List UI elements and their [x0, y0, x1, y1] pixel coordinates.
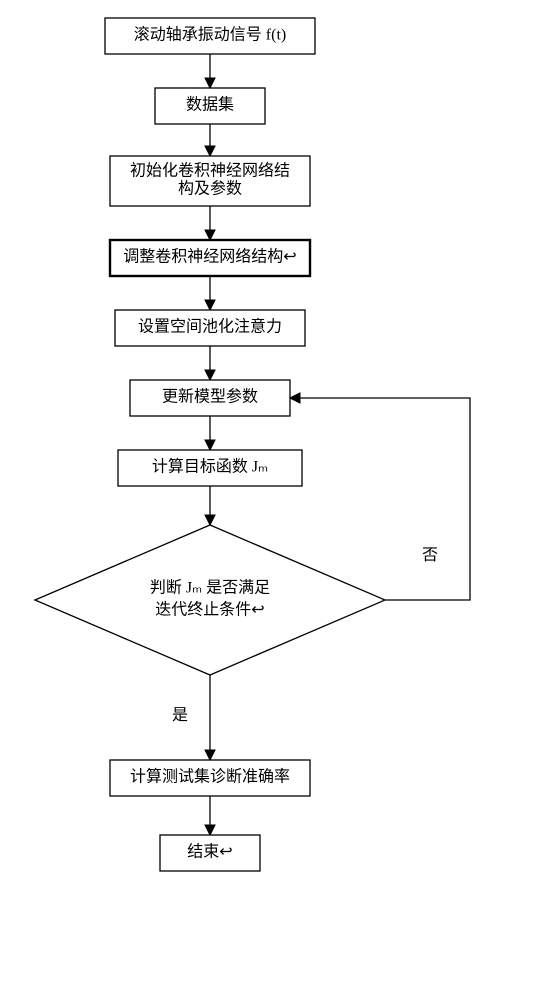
node-n10-label-0: 结束↩: [187, 843, 232, 861]
edge-label-n8-n9: 是: [172, 707, 188, 724]
edge-label-loop: 否: [422, 547, 438, 564]
node-n3-label-0: 初始化卷积神经网络结: [130, 161, 290, 180]
node-n4: 调整卷积神经网络结构↩: [110, 240, 310, 276]
node-n3-label-1: 构及参数: [178, 180, 242, 198]
node-n7: 计算目标函数 Jₘ: [118, 450, 302, 486]
node-n3: 初始化卷积神经网络结构及参数: [110, 156, 310, 206]
node-n6-label-0: 更新模型参数: [162, 388, 258, 406]
node-n7-label-0: 计算目标函数 Jₘ: [152, 457, 268, 476]
node-n9: 计算测试集诊断准确率: [110, 760, 310, 796]
node-n2-label-0: 数据集: [186, 96, 234, 114]
node-n8-label-0: 判断 Jₘ 是否满足: [150, 579, 270, 597]
edge-loop-back: [290, 398, 470, 600]
node-n1: 滚动轴承振动信号 f(t): [105, 18, 315, 54]
node-n4-label-0: 调整卷积神经网络结构↩: [123, 247, 296, 266]
node-n1-label-0: 滚动轴承振动信号 f(t): [134, 26, 286, 44]
node-n8-label-1: 迭代终止条件↩: [155, 601, 264, 619]
node-n2: 数据集: [155, 88, 265, 124]
node-n5-label-0: 设置空间池化注意力: [138, 317, 282, 336]
node-n10: 结束↩: [160, 835, 260, 871]
node-n6: 更新模型参数: [130, 380, 290, 416]
node-n8: 判断 Jₘ 是否满足迭代终止条件↩: [35, 525, 385, 675]
flowchart-canvas: 是 否 滚动轴承振动信号 f(t) 数据集初始化卷积神经网络结构及参数调整卷积神经网络…: [0, 0, 533, 1000]
node-n5: 设置空间池化注意力: [115, 310, 305, 346]
node-n9-label-0: 计算测试集诊断准确率: [130, 767, 290, 786]
